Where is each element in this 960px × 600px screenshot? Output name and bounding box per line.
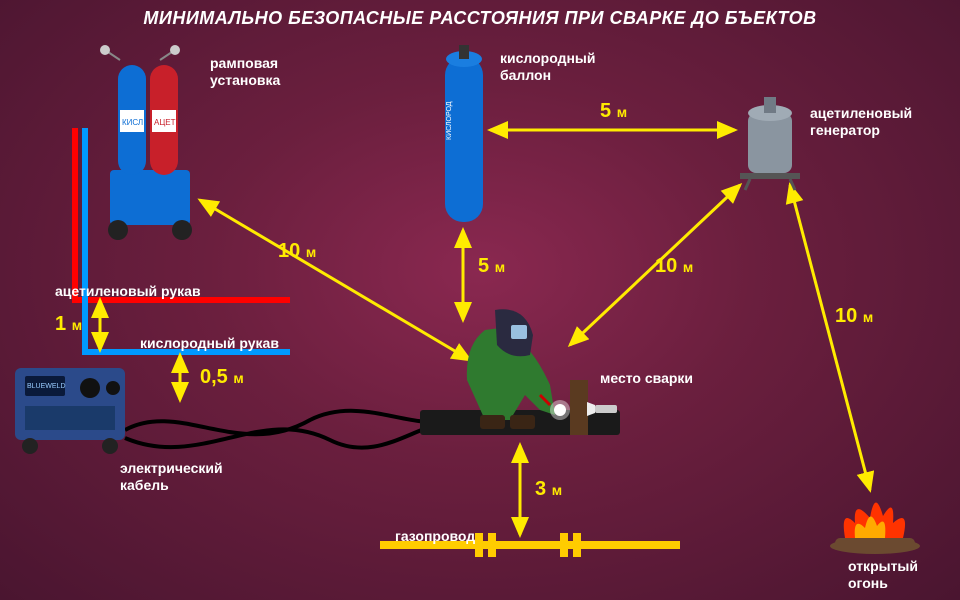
dist-gen-fire: 10 м: [835, 305, 873, 328]
svg-text:КИСЛ: КИСЛ: [122, 118, 143, 127]
electric-cable-label: электрический кабель: [120, 460, 223, 494]
electric-cable-2: [125, 425, 448, 448]
svg-text:АЦЕТ: АЦЕТ: [154, 118, 176, 127]
gas-pipe-flange-2: [488, 533, 496, 557]
acetylene-hose-label: ацетиленовый рукав: [55, 283, 201, 300]
dist-oxygen-gen: 5 м: [600, 100, 627, 123]
dist-oxygen-spot: 5 м: [478, 255, 505, 278]
welding-machine-icon: BLUEWELD: [15, 368, 125, 454]
dist-acet-hose: 1 м: [55, 313, 82, 336]
welding-spot-label: место сварки: [600, 370, 693, 387]
svg-text:КИСЛОРОД: КИСЛОРОД: [446, 101, 453, 140]
oxygen-cylinder-label: кислородный баллон: [500, 50, 595, 84]
oxygen-hose-line: [85, 128, 290, 352]
diagram-svg: КИСЛ АЦЕТ КИСЛОРОД: [0, 0, 960, 600]
acetylene-generator-icon: [740, 97, 800, 190]
oxygen-hose-label: кислородный рукав: [140, 335, 279, 352]
gas-pipe-label: газопровод: [395, 528, 475, 545]
open-fire-label: открытый огонь: [848, 558, 918, 592]
acetylene-hose-line: [75, 128, 290, 300]
oxygen-cylinder-icon: КИСЛОРОД: [445, 45, 483, 222]
gas-pipe-flange-4: [573, 533, 581, 557]
ramp-label: рамповая установка: [210, 55, 280, 89]
electric-cable-1: [125, 411, 445, 434]
ramp-installation-icon: КИСЛ АЦЕТ: [100, 45, 192, 240]
dist-oxy-hose: 0,5 м: [200, 366, 244, 389]
open-fire-icon: [830, 502, 920, 554]
arrow-gen-to-fire: [790, 185, 870, 490]
diagram-title: МИНИМАЛЬНО БЕЗОПАСНЫЕ РАССТОЯНИЯ ПРИ СВА…: [0, 8, 960, 29]
dist-ramp-spot: 10 м: [278, 240, 316, 263]
dist-spot-pipe: 3 м: [535, 478, 562, 501]
acetylene-generator-label: ацетиленовый генератор: [810, 105, 912, 139]
gas-pipe-flange-1: [475, 533, 483, 557]
dist-gen-spot: 10 м: [655, 255, 693, 278]
gas-pipe-flange-3: [560, 533, 568, 557]
welder-icon: [420, 309, 620, 435]
svg-text:BLUEWELD: BLUEWELD: [27, 383, 66, 390]
